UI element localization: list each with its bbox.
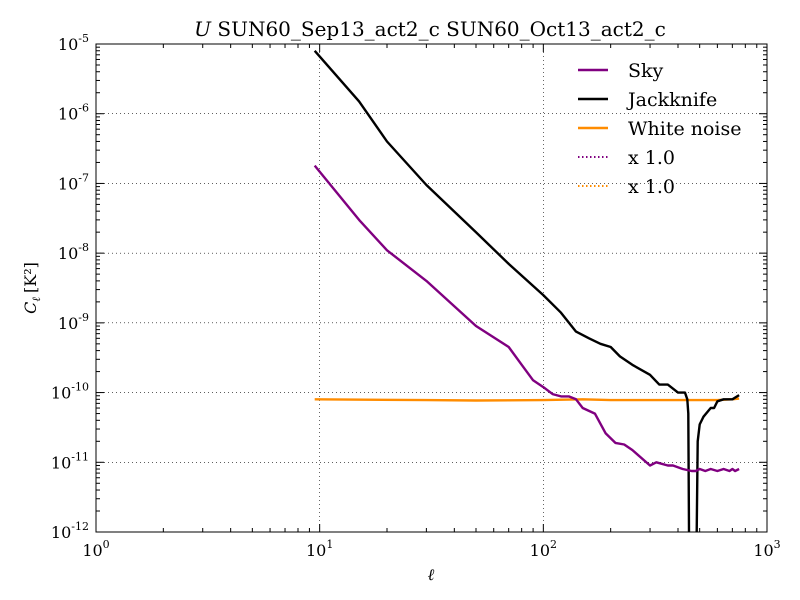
legend-label: x 1.0 xyxy=(628,176,675,198)
y-tick-label: 10-7 xyxy=(58,171,89,193)
x-tick-label: 101 xyxy=(306,538,333,560)
chart-title-text: SUN60_Sep13_act2_c SUN60_Oct13_act2_c xyxy=(217,17,666,41)
chart-title: U SUN60_Sep13_act2_c SUN60_Oct13_act2_c xyxy=(0,17,800,41)
y-tick-exponent: -6 xyxy=(78,102,89,115)
y-axis-label-unit: [K²] xyxy=(21,262,40,293)
series-line-sky xyxy=(313,164,740,473)
series-line-jackknife xyxy=(313,50,691,533)
ticks xyxy=(95,43,768,533)
legend-label: x 1.0 xyxy=(628,147,675,169)
x-tick-base: 10 xyxy=(530,541,550,560)
x-tick-exponent: 1 xyxy=(326,538,333,551)
y-tick-base: 10 xyxy=(51,523,71,542)
series-layer xyxy=(313,50,740,533)
y-tick-exponent: -9 xyxy=(78,311,89,324)
y-tick-label: 10-12 xyxy=(51,520,89,542)
x-tick-label: 102 xyxy=(530,538,557,560)
grid xyxy=(96,44,767,532)
y-tick-exponent: -7 xyxy=(78,171,89,184)
tick-labels: 100 101 102 10310-1210-1110-1010-910-810-71… xyxy=(51,32,781,560)
y-axis-label-subscript: ℓ xyxy=(30,297,43,302)
y-tick-label: 10-10 xyxy=(51,381,89,403)
y-tick-label: 10-9 xyxy=(58,311,89,333)
x-tick-exponent: 0 xyxy=(103,538,110,551)
y-tick-label: 10-11 xyxy=(51,450,89,472)
y-tick-exponent: -10 xyxy=(71,381,89,394)
legend-label: White noise xyxy=(628,118,742,140)
y-tick-label: 10-6 xyxy=(58,102,89,124)
y-tick-label: 10-8 xyxy=(58,241,89,263)
x-tick-base: 10 xyxy=(753,541,773,560)
y-tick-base: 10 xyxy=(58,105,78,124)
y-tick-base: 10 xyxy=(58,174,78,193)
series-line-jackknife-segment-2 xyxy=(695,394,740,533)
x-tick-label: 100 xyxy=(82,538,109,560)
y-axis-label: Cℓ [K²] xyxy=(21,262,43,314)
x-tick-base: 10 xyxy=(82,541,102,560)
y-tick-base: 10 xyxy=(58,314,78,333)
x-axis-label: ℓ xyxy=(428,565,435,584)
y-axis-label-symbol: C xyxy=(21,302,40,314)
series-line-white-noise xyxy=(314,397,740,402)
x-tick-base: 10 xyxy=(306,541,326,560)
y-tick-exponent: -12 xyxy=(71,520,89,533)
y-tick-base: 10 xyxy=(51,384,71,403)
y-tick-exponent: -11 xyxy=(71,450,89,463)
y-tick-label: 10-5 xyxy=(58,32,89,54)
legend-label: Sky xyxy=(628,60,664,82)
x-tick-label: 103 xyxy=(753,538,780,560)
plot-frame xyxy=(95,43,768,533)
y-tick-exponent: -5 xyxy=(78,32,89,45)
x-tick-exponent: 2 xyxy=(550,538,557,551)
legend-label: Jackknife xyxy=(626,89,717,111)
legend: Sky Jackknife White noise x 1.0 x 1.0 xyxy=(578,60,742,198)
y-tick-exponent: -8 xyxy=(78,241,89,254)
y-tick-base: 10 xyxy=(51,453,71,472)
chart-title-variable: U xyxy=(194,17,212,41)
y-tick-base: 10 xyxy=(58,35,78,54)
x-tick-exponent: 3 xyxy=(774,538,781,551)
y-tick-base: 10 xyxy=(58,244,78,263)
